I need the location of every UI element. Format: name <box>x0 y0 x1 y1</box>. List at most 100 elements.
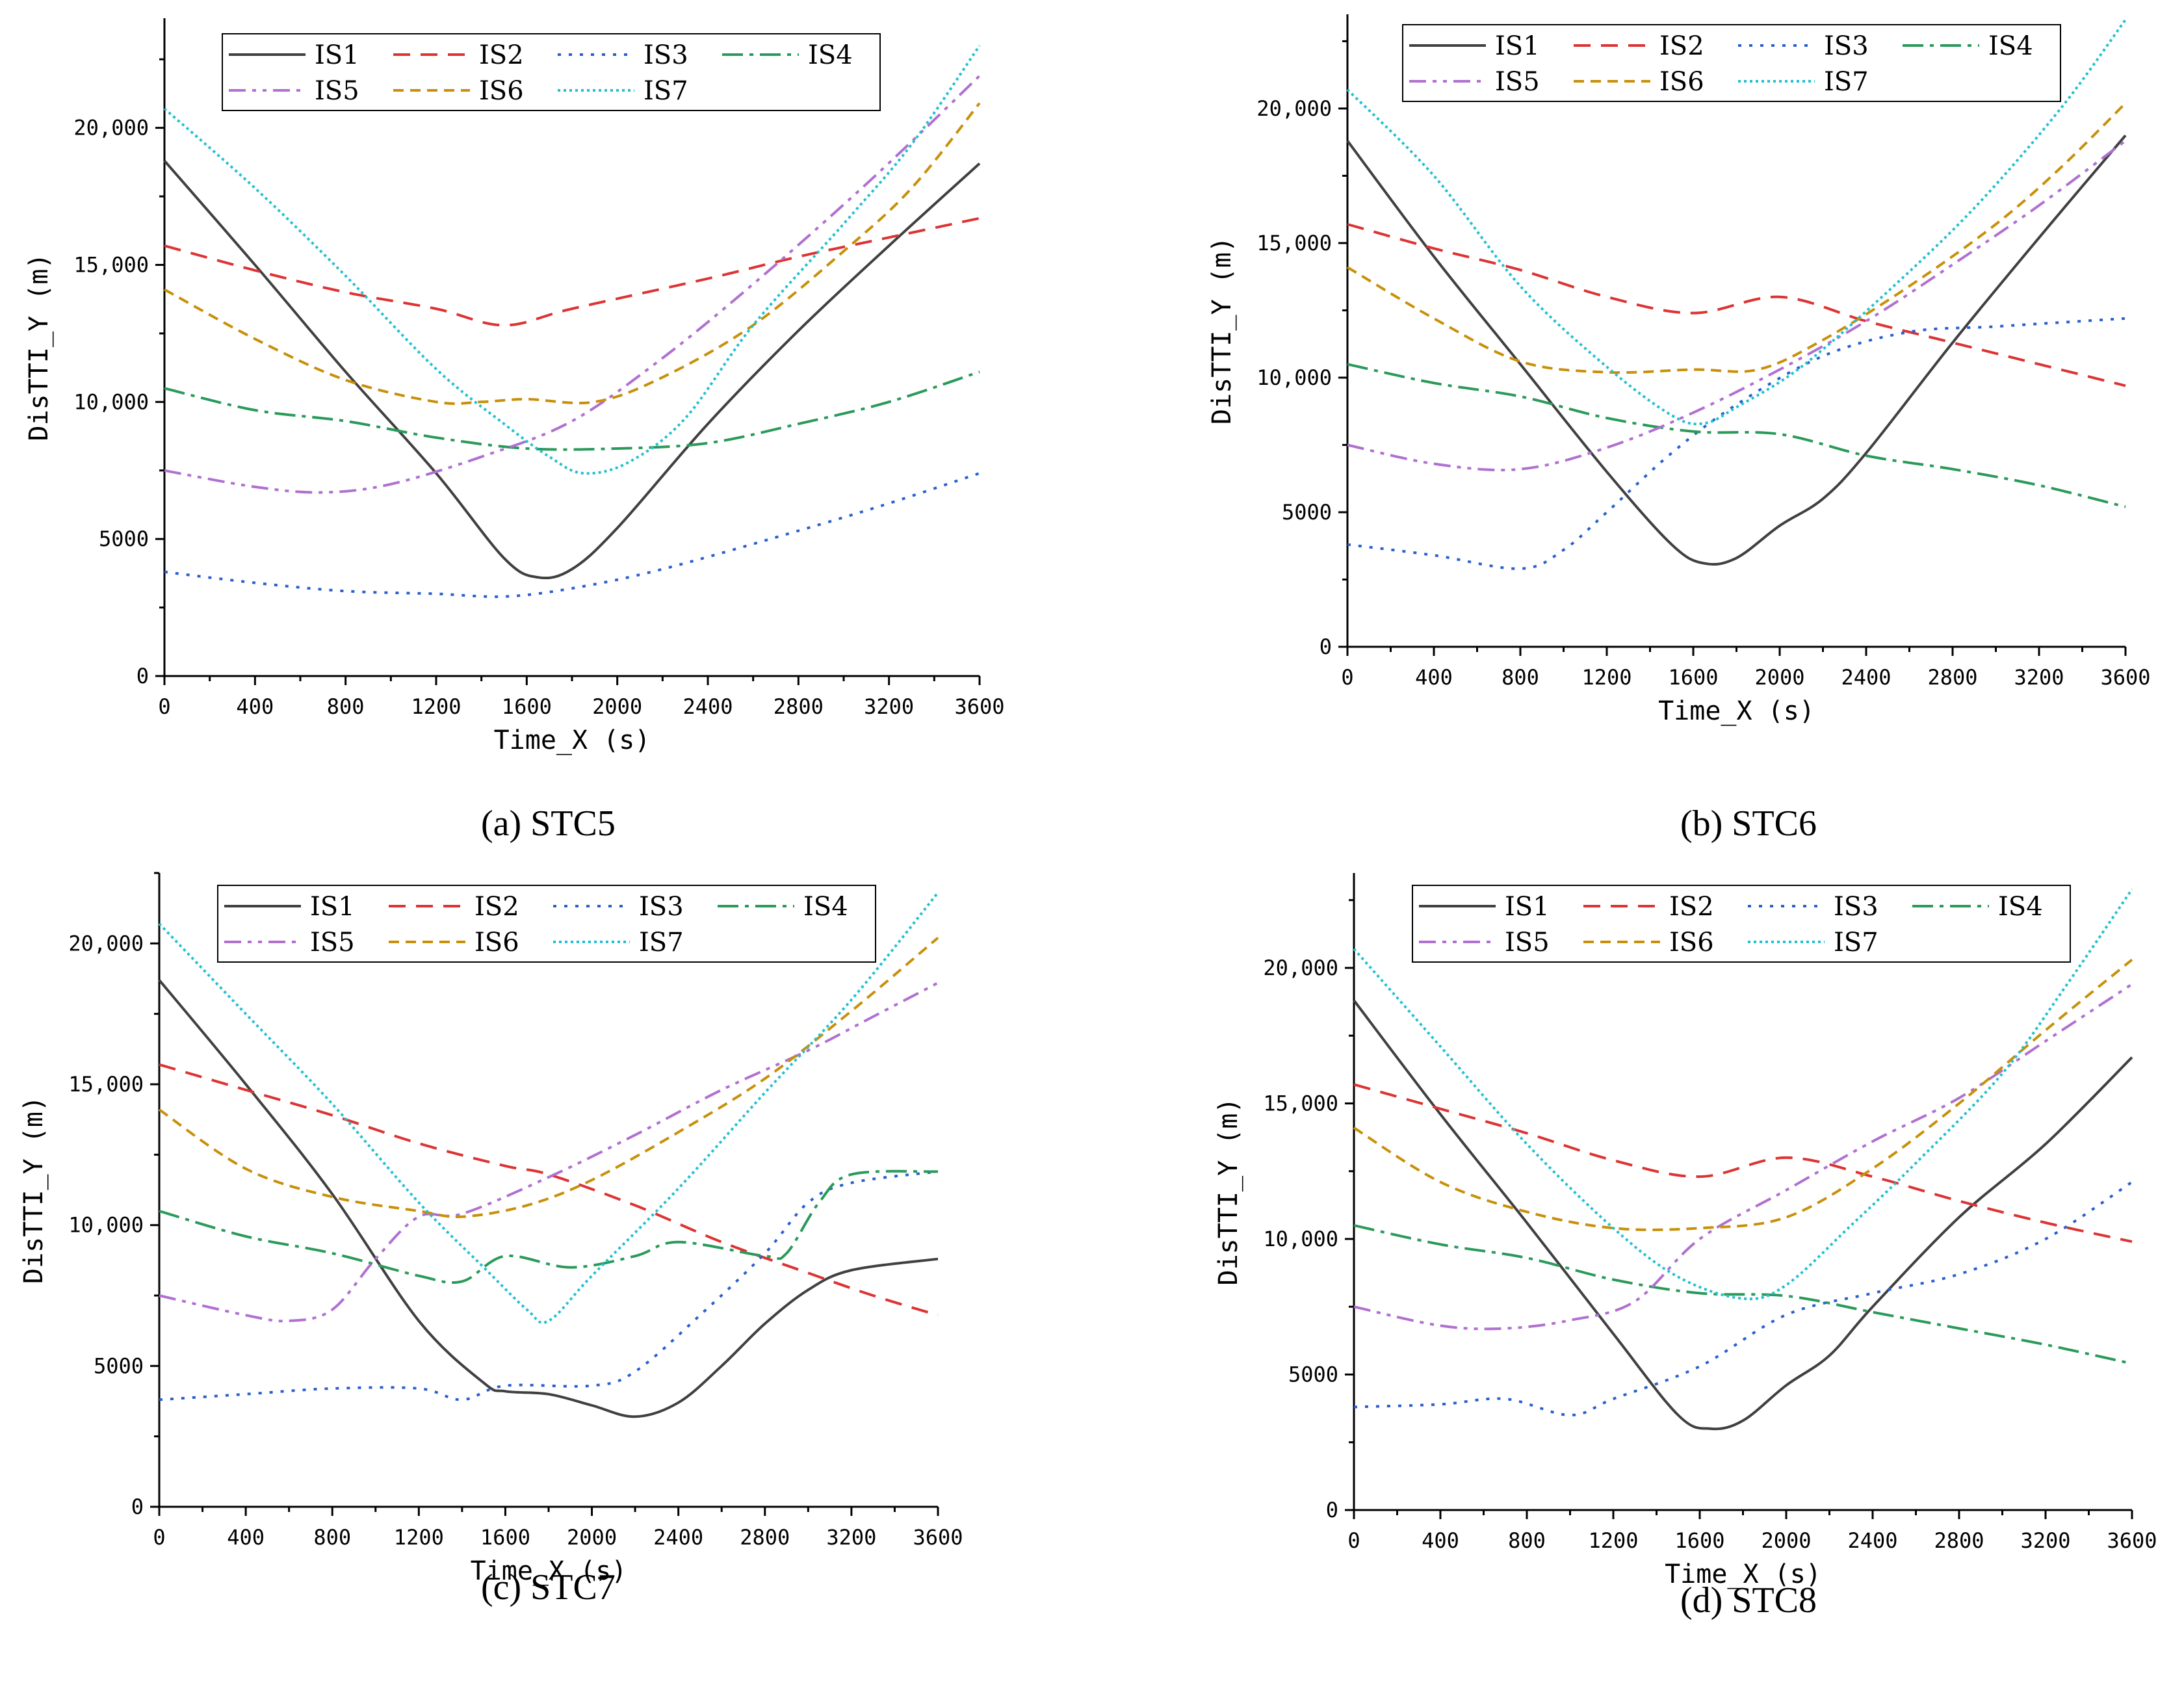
x-tick-label: 1600 <box>480 1525 530 1550</box>
legend-label-is4: IS4 <box>808 40 853 70</box>
x-axis-title: Time_X (s) <box>1665 1559 1821 1589</box>
x-tick-label: 800 <box>313 1525 351 1550</box>
series-line-is5 <box>1347 139 2127 472</box>
y-tick-label: 20,000 <box>1256 96 1332 121</box>
series-line-is4 <box>1347 363 2126 508</box>
legend-label-is6: IS6 <box>1659 67 1704 97</box>
x-tick-label: 1200 <box>411 694 461 719</box>
series-line-is6 <box>1346 102 2127 374</box>
y-tick-label: 15,000 <box>1256 231 1332 255</box>
x-axis-title: Time_X (s) <box>1658 696 1815 726</box>
legend-label-is5: IS5 <box>310 928 355 958</box>
y-axis-title: DisTTI_Y (m) <box>19 1096 49 1284</box>
series-line-is2 <box>159 1063 939 1317</box>
y-tick-label: 0 <box>1326 1498 1338 1522</box>
legend-label-is1: IS1 <box>1495 31 1540 61</box>
legend-label-is3: IS3 <box>1834 892 1878 922</box>
y-tick-label: 10,000 <box>73 389 149 414</box>
series-line-is2 <box>164 216 980 327</box>
series-line-is3 <box>1353 1180 2133 1416</box>
x-tick-label: 1200 <box>1588 1528 1638 1553</box>
x-tick-label: 2800 <box>1927 665 1977 690</box>
y-tick-label: 0 <box>1320 634 1332 659</box>
caption-stc8: (d) STC8 <box>1680 1580 1817 1621</box>
legend-label-is3: IS3 <box>644 40 688 70</box>
series-line-is7 <box>1353 888 2133 1301</box>
legend-label-is6: IS6 <box>474 928 519 958</box>
series-line-is6 <box>158 937 939 1218</box>
legend-label-is5: IS5 <box>1505 928 1550 958</box>
y-tick-label: 5000 <box>94 1353 144 1378</box>
y-tick-label: 10,000 <box>1256 365 1332 390</box>
series-line-is1 <box>1346 135 2127 566</box>
series-line-is2 <box>1353 1083 2133 1244</box>
series-line-is4 <box>164 371 980 451</box>
legend-label-is4: IS4 <box>1998 892 2043 922</box>
x-tick-label: 1200 <box>1581 665 1632 690</box>
x-tick-label: 2800 <box>740 1525 790 1550</box>
x-tick-label: 1600 <box>1668 665 1718 690</box>
x-tick-label: 3200 <box>2014 665 2064 690</box>
legend-label-is5: IS5 <box>1495 67 1540 97</box>
x-tick-label: 0 <box>1341 665 1353 690</box>
legend-label-is7: IS7 <box>644 76 688 106</box>
legend-label-is5: IS5 <box>315 76 359 106</box>
series-line-is7 <box>158 892 939 1324</box>
legend-label-is1: IS1 <box>315 40 359 70</box>
x-tick-label: 2000 <box>567 1525 617 1550</box>
x-tick-label: 1200 <box>394 1525 444 1550</box>
x-tick-label: 0 <box>153 1525 165 1550</box>
y-tick-label: 15,000 <box>73 253 149 278</box>
legend-label-is7: IS7 <box>639 928 684 958</box>
legend-box <box>217 885 876 963</box>
caption-stc5: (a) STC5 <box>481 803 616 844</box>
y-tick-label: 15,000 <box>68 1072 144 1097</box>
x-tick-label: 3600 <box>2107 1528 2157 1553</box>
x-tick-label: 2400 <box>1841 665 1891 690</box>
x-tick-label: 3200 <box>864 694 914 719</box>
chart-stc5: 0 400 800 1200 1600 2000 2400 2800 3200 3600 0 5000… <box>24 18 1005 755</box>
y-tick-label: 10,000 <box>68 1213 144 1238</box>
legend-label-is1: IS1 <box>1505 892 1550 922</box>
legend-label-is4: IS4 <box>803 892 848 922</box>
legend: IS1 IS2 IS3 IS4 IS5 IS6 IS7 <box>1412 885 2071 963</box>
legend-label-is3: IS3 <box>1824 31 1869 61</box>
y-tick-label: 10,000 <box>1263 1227 1338 1251</box>
y-tick-label: 0 <box>131 1494 144 1519</box>
x-tick-label: 2800 <box>1934 1528 1984 1553</box>
legend: IS1 IS2 IS3 IS4 IS5 IS6 IS7 <box>1402 24 2061 102</box>
y-tick-label: 5000 <box>1288 1362 1338 1387</box>
series-line-is7 <box>1346 19 2127 426</box>
x-tick-label: 2000 <box>1754 665 1804 690</box>
chart-stc8: 0 400 800 1200 1600 2000 2400 2800 3200 3600 0 5000… <box>1214 873 2157 1589</box>
legend-label-is7: IS7 <box>1834 928 1878 958</box>
x-tick-label: 3200 <box>826 1525 876 1550</box>
y-axis-title: DisTTI_Y (m) <box>1214 1098 1243 1286</box>
legend-label-is2: IS2 <box>1669 892 1714 922</box>
legend: IS1 IS2 IS3 IS4 IS5 IS6 IS7 <box>217 885 876 963</box>
x-tick-label: 3200 <box>2020 1528 2070 1553</box>
x-tick-label: 2000 <box>1761 1528 1811 1553</box>
x-tick-label: 3600 <box>2100 665 2150 690</box>
x-tick-label: 0 <box>1347 1528 1360 1553</box>
x-tick-label: 2800 <box>774 694 824 719</box>
series-line-is5 <box>164 75 981 494</box>
y-tick-label: 0 <box>136 664 149 688</box>
x-tick-label: 3600 <box>954 694 1004 719</box>
caption-stc7: (c) STC7 <box>481 1567 616 1608</box>
x-tick-label: 400 <box>1422 1528 1459 1553</box>
legend-label-is7: IS7 <box>1824 67 1869 97</box>
x-axis-title: Time_X (s) <box>494 725 651 755</box>
y-axis-title: DisTTI_Y (m) <box>1207 237 1237 424</box>
x-tick-label: 1600 <box>502 694 552 719</box>
legend-box <box>1412 885 2071 963</box>
series-line-is4 <box>1353 1224 2133 1365</box>
x-tick-label: 2000 <box>592 694 642 719</box>
legend-box <box>222 33 881 111</box>
x-tick-label: 400 <box>236 694 274 719</box>
x-tick-label: 0 <box>158 694 170 719</box>
legend-box <box>1402 24 2061 102</box>
chart-stc6: 0 400 800 1200 1600 2000 2400 2800 3200 3600 0 5000… <box>1207 14 2151 726</box>
x-tick-label: 800 <box>1502 665 1539 690</box>
x-tick-label: 2400 <box>653 1525 703 1550</box>
